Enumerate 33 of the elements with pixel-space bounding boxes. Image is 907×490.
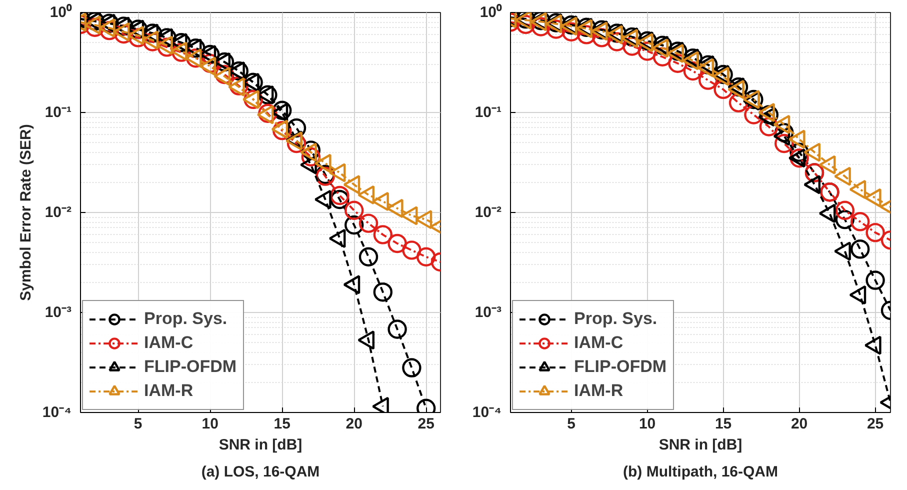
x-tick-label: 15 (714, 416, 732, 432)
text: (a) LOS, 16-QAM (201, 464, 320, 480)
x-tick-label: 25 (866, 416, 884, 432)
y-tick-label: 10⁻³ (44, 304, 72, 321)
x-tick-label: 15 (274, 416, 290, 432)
x-axis-title: SNR in [dB] (218, 436, 302, 454)
x-tick-label: 20 (790, 416, 808, 432)
legend-label: IAM-R (574, 380, 624, 402)
x-tick-label: 10 (638, 416, 656, 432)
y-tick-label: 10⁻⁴ (472, 404, 502, 421)
x-tick-label: 20 (346, 416, 362, 432)
x-tick-label: 5 (134, 416, 142, 432)
y-tick-label: 10⁻¹ (474, 104, 502, 121)
x-tick-label: 10 (202, 416, 218, 432)
y-tick-label: 10⁰ (50, 3, 72, 21)
x-axis-title: SNR in [dB] (658, 436, 742, 454)
legend-label: FLIP-OFDM (574, 356, 667, 378)
y-tick-label: 10⁻² (44, 204, 72, 221)
x-tick-label: 25 (418, 416, 434, 432)
legend-label: Prop. Sys. (144, 308, 228, 330)
legend-label: IAM-C (574, 332, 624, 354)
legend-label: IAM-R (144, 380, 194, 402)
y-tick-label: 10⁻³ (474, 304, 502, 321)
y-tick-label: 10⁻² (474, 204, 502, 221)
y-tick-label: 10⁻¹ (44, 104, 72, 121)
x-tick-label: 5 (567, 416, 576, 432)
legend-label: Prop. Sys. (574, 308, 658, 330)
text: (b) Multipath, 16-QAM (623, 464, 778, 480)
legend-label: IAM-C (144, 332, 194, 354)
legend-label: FLIP-OFDM (144, 356, 237, 378)
y-tick-label: 10⁰ (480, 3, 502, 21)
y-tick-label: 10⁻⁴ (42, 404, 72, 421)
y-axis-title: Symbol Error Rate (SER) (17, 124, 34, 301)
